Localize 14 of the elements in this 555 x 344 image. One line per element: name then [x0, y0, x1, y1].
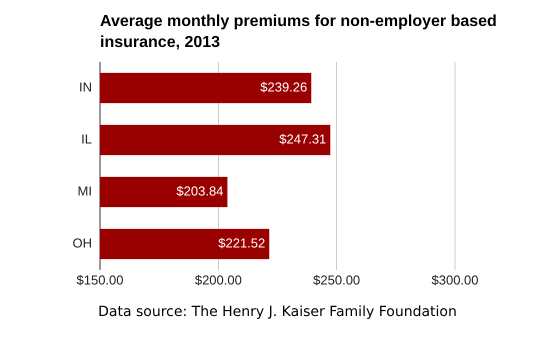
x-tick-label: $300.00 [432, 272, 478, 288]
data-label: $203.84 [176, 184, 224, 199]
data-label: $221.52 [218, 236, 266, 251]
chart-title: Average monthly premiums for non-employer based insurance, 2013 [100, 12, 498, 53]
y-tick-label: OH [72, 236, 92, 251]
data-label: $239.26 [260, 80, 308, 95]
x-tick-label: $250.00 [313, 272, 360, 288]
y-tick-label: MI [78, 184, 92, 199]
y-tick-label: IN [79, 80, 92, 95]
x-tick-label: $150.00 [76, 272, 124, 288]
source-note: Data source: The Henry J. Kaiser Family Foundation [97, 304, 458, 320]
x-tick-label: $200.00 [194, 272, 242, 288]
y-tick-label: IL [81, 132, 92, 147]
data-label: $247.31 [279, 132, 326, 147]
